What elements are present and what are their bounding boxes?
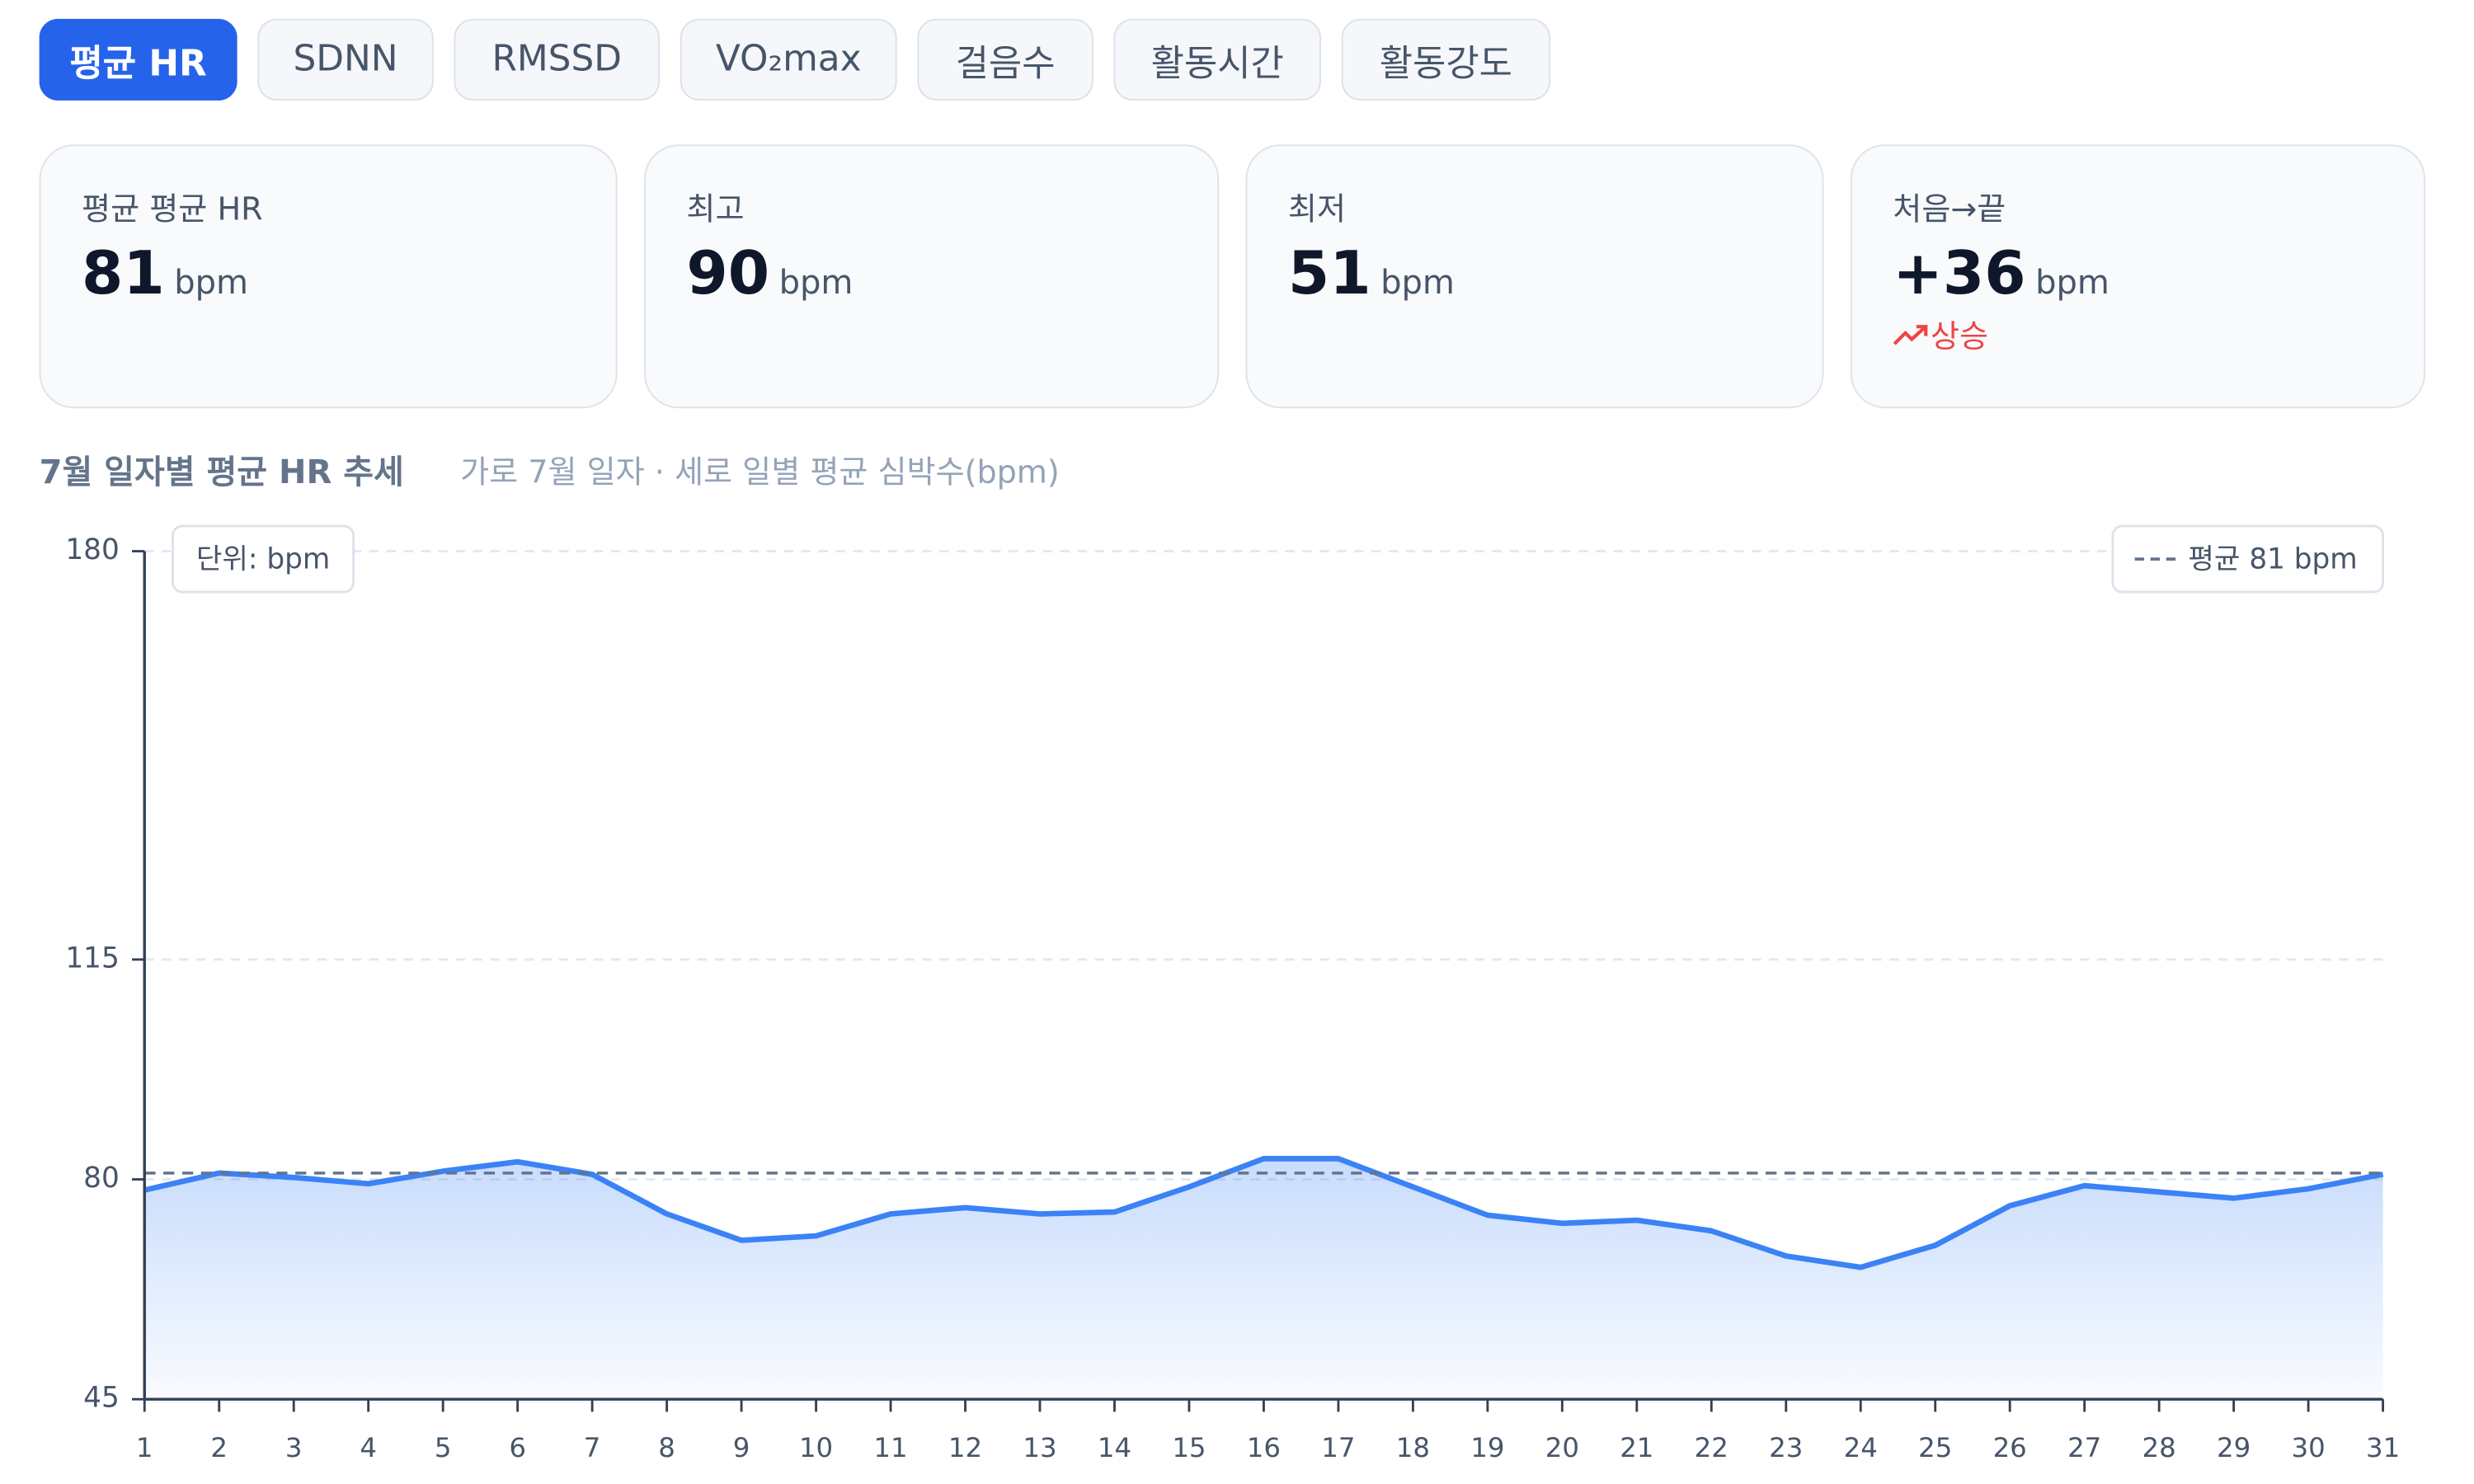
stat-number: 90	[686, 238, 770, 308]
stat-label: 최저	[1287, 190, 1347, 228]
badge-box	[172, 524, 355, 594]
x-tick-label: 23	[1769, 1432, 1803, 1463]
x-tick-label: 20	[1545, 1432, 1579, 1463]
stat-number: 81	[82, 238, 165, 308]
x-tick-label: 5	[435, 1432, 452, 1463]
unit-badge: 단위: bpm	[172, 524, 355, 594]
chart-subtitle: 가로 7월 일자 · 세로 일별 평균 심박수(bpm)	[460, 454, 1060, 491]
y-tick-label: 115	[65, 942, 119, 974]
stat-card: 최고 90 bpm	[643, 144, 1220, 409]
x-tick-label: 29	[2217, 1432, 2251, 1463]
trend: 상승	[1893, 311, 2382, 356]
x-tick-label: 3	[285, 1432, 303, 1463]
stat-number: 51	[1287, 238, 1371, 308]
x-tick-label: 16	[1247, 1432, 1281, 1463]
tab[interactable]: VO₂max	[680, 18, 897, 101]
legend-box	[2111, 524, 2385, 594]
x-tick-label: 1	[136, 1432, 153, 1463]
stat-unit: bpm	[2035, 264, 2109, 302]
x-tick-label: 19	[1470, 1432, 1504, 1463]
x-tick-label: 2	[210, 1432, 228, 1463]
stat-value: 81 bpm	[82, 239, 575, 308]
trend-label: 상승	[1930, 317, 1989, 355]
x-tick-label: 14	[1098, 1432, 1131, 1463]
x-tick-label: 13	[1023, 1432, 1056, 1463]
x-tick-label: 21	[1620, 1432, 1653, 1463]
stat-label: 평균 평균 HR	[82, 190, 263, 228]
x-tick-label: 10	[799, 1432, 833, 1463]
area	[144, 1158, 2383, 1400]
trend-icon	[1893, 324, 1928, 345]
stat-value: +36 bpm	[1893, 239, 2382, 308]
tab[interactable]: SDNN	[257, 18, 434, 101]
x-tick-label: 22	[1695, 1432, 1729, 1463]
y-tick-label: 180	[65, 533, 119, 566]
tab[interactable]: 걸음수	[917, 18, 1094, 101]
x-tick-label: 9	[733, 1432, 750, 1463]
x-tick-label: 27	[2067, 1432, 2101, 1463]
x-tick-label: 24	[1844, 1432, 1878, 1463]
stat-card: 처음→끝 +36 bpm 상승	[1850, 144, 2426, 409]
badge-label: 단위: bpm	[196, 543, 330, 576]
x-tick-label: 11	[873, 1432, 907, 1463]
legend-label: 평균 81 bpm	[2188, 543, 2357, 576]
tab[interactable]: 활동강도	[1341, 18, 1551, 101]
x-tick-label: 7	[584, 1432, 601, 1463]
stat-value: 90 bpm	[686, 239, 1176, 308]
line	[143, 1156, 2384, 1270]
x-tick-label: 6	[509, 1432, 526, 1463]
tab[interactable]: 평균 HR	[39, 18, 238, 101]
stat-label: 처음→끝	[1893, 190, 2006, 228]
x-tick-label: 28	[2142, 1432, 2176, 1463]
legend: 평균 81 bpm	[2111, 524, 2385, 594]
x-tick-label: 12	[948, 1432, 982, 1463]
y-tick-label: 80	[83, 1162, 120, 1195]
chart-title: 7월 일자별 평균 HR 추세	[40, 453, 404, 491]
x-tick-label: 25	[1918, 1432, 1952, 1463]
x-tick-label: 4	[360, 1432, 377, 1463]
stat-value: 51 bpm	[1288, 239, 1781, 308]
stat-card: 최저 51 bpm	[1245, 144, 1824, 409]
stat-label: 최고	[686, 190, 745, 228]
stat-unit: bpm	[778, 264, 854, 302]
x-tick-label: 26	[1993, 1432, 2027, 1463]
tab[interactable]: 활동시간	[1113, 18, 1321, 101]
stat-unit: bpm	[174, 264, 248, 302]
stat-unit: bpm	[1380, 264, 1455, 302]
x-tick-label: 15	[1172, 1432, 1206, 1463]
y-tick-label: 45	[83, 1382, 120, 1415]
x-tick-label: 8	[658, 1432, 675, 1463]
x-tick-label: 18	[1396, 1432, 1430, 1463]
stat-card: 평균 평균 HR 81 bpm	[39, 144, 618, 409]
tab[interactable]: RMSSD	[454, 18, 661, 101]
x-tick-label: 31	[2366, 1432, 2400, 1463]
x-tick-label: 17	[1321, 1432, 1355, 1463]
stat-number: +36	[1893, 238, 2026, 308]
x-tick-label: 30	[2292, 1432, 2326, 1463]
